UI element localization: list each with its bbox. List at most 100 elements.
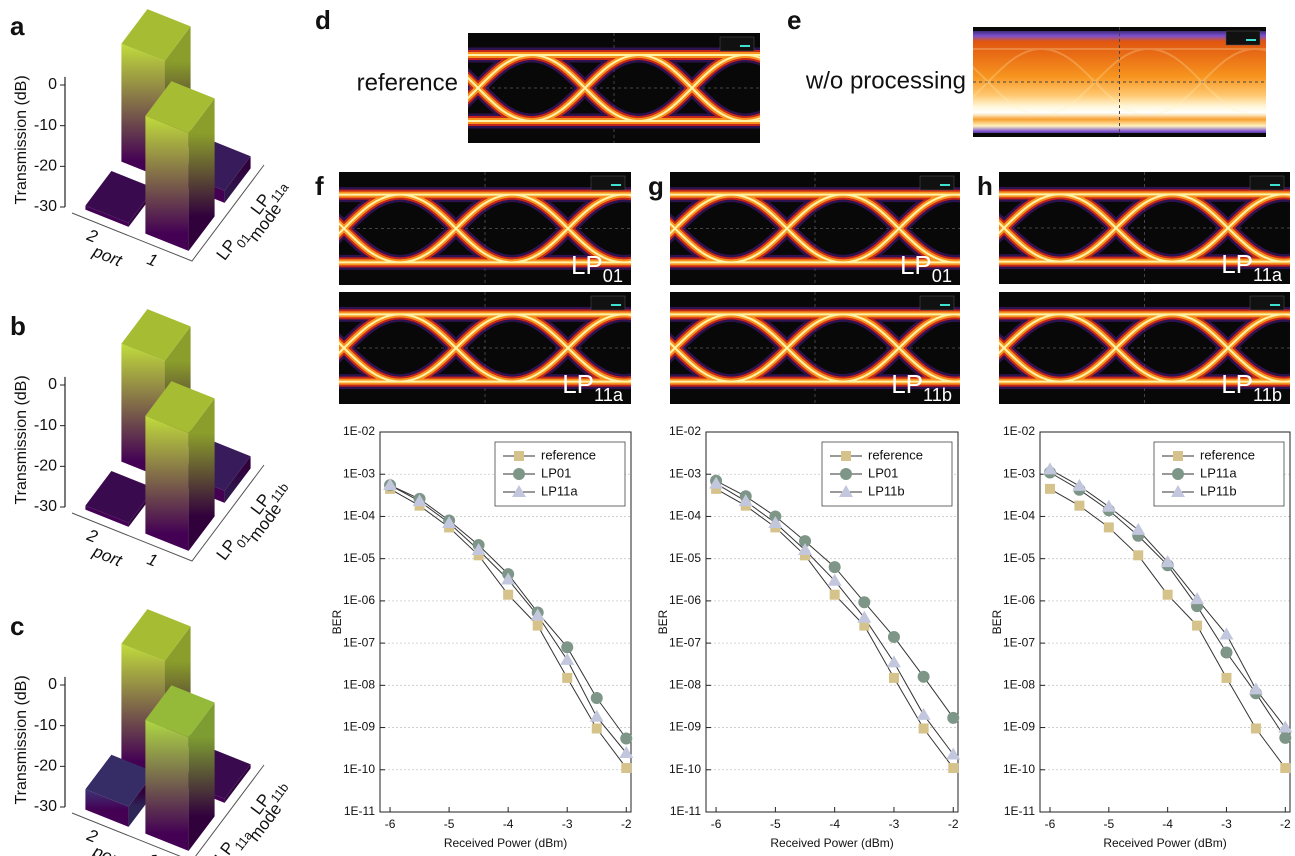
panel-label: h: [977, 171, 993, 201]
marker: [947, 712, 959, 724]
marker: [1249, 682, 1263, 694]
x-tick-label: 1: [144, 249, 160, 270]
eye-legend: [920, 296, 954, 310]
marker: [1163, 590, 1173, 600]
x-tick-label: -2: [948, 817, 959, 831]
y-tick-label: 1E-08: [343, 678, 375, 692]
panel-label: b: [10, 311, 26, 341]
marker: [1104, 522, 1114, 532]
y-axis-label: BER: [330, 609, 344, 634]
marker: [858, 596, 870, 608]
y-tick-label: -10: [34, 717, 57, 734]
y-tick-label: 1E-04: [343, 509, 375, 523]
y-tick-label: 1E-11: [670, 804, 701, 818]
x-tick-label: -4: [829, 817, 840, 831]
legend-label: reference: [1200, 447, 1255, 462]
marker: [830, 590, 840, 600]
eye-caption: w/o processing: [805, 67, 966, 94]
marker: [829, 561, 841, 573]
marker: [533, 621, 543, 631]
x-axis-label: port: [89, 541, 125, 570]
marker: [503, 590, 513, 600]
y-tick-label: 1E-06: [343, 593, 375, 607]
y-axis-label: BER: [656, 609, 670, 634]
eye-legend: [591, 296, 625, 310]
panel-label: e: [787, 5, 801, 35]
marker: [919, 723, 929, 733]
y-axis-label: Transmission (dB): [13, 375, 30, 504]
legend-label: LP11a: [1200, 465, 1237, 480]
y-tick-label: 1E-03: [669, 466, 701, 480]
marker: [1220, 646, 1232, 658]
marker: [1190, 592, 1204, 604]
marker: [1279, 732, 1291, 744]
y-tick-label: -10: [34, 117, 57, 134]
x-tick-label: -2: [1280, 817, 1291, 831]
line-chart: 1E-021E-031E-041E-051E-061E-071E-081E-09…: [990, 424, 1292, 850]
marker: [918, 671, 930, 683]
bar-front-face: [145, 116, 188, 251]
panel-label: f: [315, 171, 324, 201]
legend-label: LP11b: [868, 483, 905, 498]
x-tick-label: -3: [889, 817, 900, 831]
bar3d-chart: b0-10-20-30Transmission (dB)21portLP01LP…: [10, 309, 291, 571]
eye-legend: [1226, 31, 1260, 45]
x-tick-label: -4: [503, 817, 514, 831]
marker: [1102, 500, 1116, 512]
x-tick-label: -6: [1045, 817, 1056, 831]
marker: [1192, 621, 1202, 631]
marker: [561, 641, 573, 653]
bar-top-face: [85, 171, 154, 223]
y-tick-label: -30: [34, 798, 57, 815]
legend-marker: [1173, 451, 1183, 461]
y-tick-label: 1E-10: [1003, 762, 1035, 776]
x-axis-label: port: [89, 241, 125, 270]
y-axis-label: Transmission (dB): [13, 75, 30, 204]
marker: [1251, 723, 1261, 733]
marker: [1043, 462, 1057, 474]
y-tick-label: -20: [34, 458, 57, 475]
legend-marker: [514, 451, 524, 461]
y-tick-label: 1E-09: [1003, 720, 1035, 734]
x-tick-label: -6: [711, 817, 722, 831]
marker: [590, 710, 604, 722]
y-tick-label: 1E-09: [343, 720, 375, 734]
marker: [887, 655, 901, 667]
x-tick-label: -4: [1162, 817, 1173, 831]
x-tick-label: -5: [1103, 817, 1114, 831]
x-axis-label: port: [89, 841, 125, 856]
x-tick-label: 1: [144, 849, 160, 856]
y-tick-label: 1E-03: [343, 466, 375, 480]
y-tick-label: 1E-10: [669, 762, 701, 776]
marker: [948, 763, 958, 773]
bar-front-face: [145, 720, 188, 851]
y-tick-label: -10: [34, 417, 57, 434]
panel-label: g: [648, 171, 664, 201]
marker: [889, 673, 899, 683]
y-axis-label: Transmission (dB): [13, 675, 30, 804]
marker: [1221, 673, 1231, 683]
y-tick-label: 0: [48, 676, 57, 693]
eye-diagram: [176, 292, 736, 404]
y-tick-label: 1E-10: [343, 762, 375, 776]
y-tick-label: 1E-11: [1004, 804, 1035, 818]
eye-legend: [1250, 296, 1284, 310]
y-tick-label: 1E-06: [669, 593, 701, 607]
marker: [888, 631, 900, 643]
y-tick-label: 1E-02: [343, 424, 375, 438]
x-tick-label: -5: [444, 817, 455, 831]
x-tick-label: -3: [562, 817, 573, 831]
y-tick-label: 1E-05: [669, 551, 701, 565]
y-tick-label: 1E-05: [1003, 551, 1035, 565]
bar-front-face: [145, 416, 188, 551]
marker: [621, 763, 631, 773]
y-tick-label: 1E-03: [1003, 466, 1035, 480]
y-tick-label: 1E-11: [344, 804, 375, 818]
marker: [562, 673, 572, 683]
y-tick-label: 0: [48, 76, 57, 93]
marker: [591, 692, 603, 704]
y-tick-label: -20: [34, 158, 57, 175]
y-tick-label: -20: [34, 758, 57, 775]
